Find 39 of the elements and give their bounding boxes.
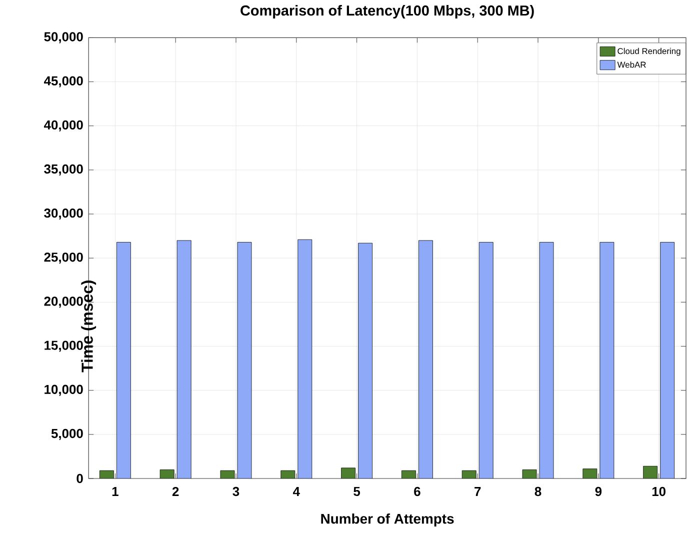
bar xyxy=(600,242,614,478)
bar xyxy=(539,242,554,478)
x-tick-label: 8 xyxy=(534,486,542,496)
bar xyxy=(176,240,192,478)
x-tick-label: 2 xyxy=(172,486,179,496)
bar xyxy=(478,242,494,478)
bar xyxy=(341,468,356,478)
legend-label: Cloud Rendering xyxy=(618,48,680,56)
y-tick-label: 35,000 xyxy=(44,164,83,176)
bar xyxy=(643,466,658,478)
x-tick-label: 5 xyxy=(354,486,360,496)
y-tick-label: 20,000 xyxy=(44,296,83,308)
x-tick-label: 4 xyxy=(292,487,300,496)
y-tick-label: 50,000 xyxy=(44,32,83,44)
x-tick-label: 10 xyxy=(652,486,666,496)
y-tick-label: 45,000 xyxy=(44,76,83,88)
bar xyxy=(358,242,372,478)
bar xyxy=(660,242,675,478)
bar xyxy=(582,468,597,478)
x-tick-label: 9 xyxy=(595,486,602,496)
y-tick-label: 25,000 xyxy=(44,252,83,264)
bar xyxy=(237,242,252,478)
y-tick-label: 30,000 xyxy=(44,208,83,220)
x-tick-label: 6 xyxy=(414,486,420,496)
y-axis-title: Time (msec) xyxy=(81,280,96,372)
bar xyxy=(298,239,312,478)
y-tick-label: 0 xyxy=(76,474,83,484)
x-axis-title: Number of Attempts xyxy=(321,513,454,526)
y-tick-label: 5,000 xyxy=(51,428,83,440)
legend-label: WebAR xyxy=(617,62,646,68)
x-tick-label: 1 xyxy=(112,487,118,496)
bar xyxy=(116,242,131,478)
y-tick-label: 10,000 xyxy=(44,384,83,396)
y-tick-label: 40,000 xyxy=(44,120,83,132)
bar xyxy=(418,240,433,478)
chart-title: Comparison of Latency(100 Mbps, 300 MB) xyxy=(240,5,534,19)
y-tick-label: 15,000 xyxy=(44,340,83,352)
x-tick-label: 3 xyxy=(232,486,240,496)
x-tick-label: 7 xyxy=(474,487,481,496)
